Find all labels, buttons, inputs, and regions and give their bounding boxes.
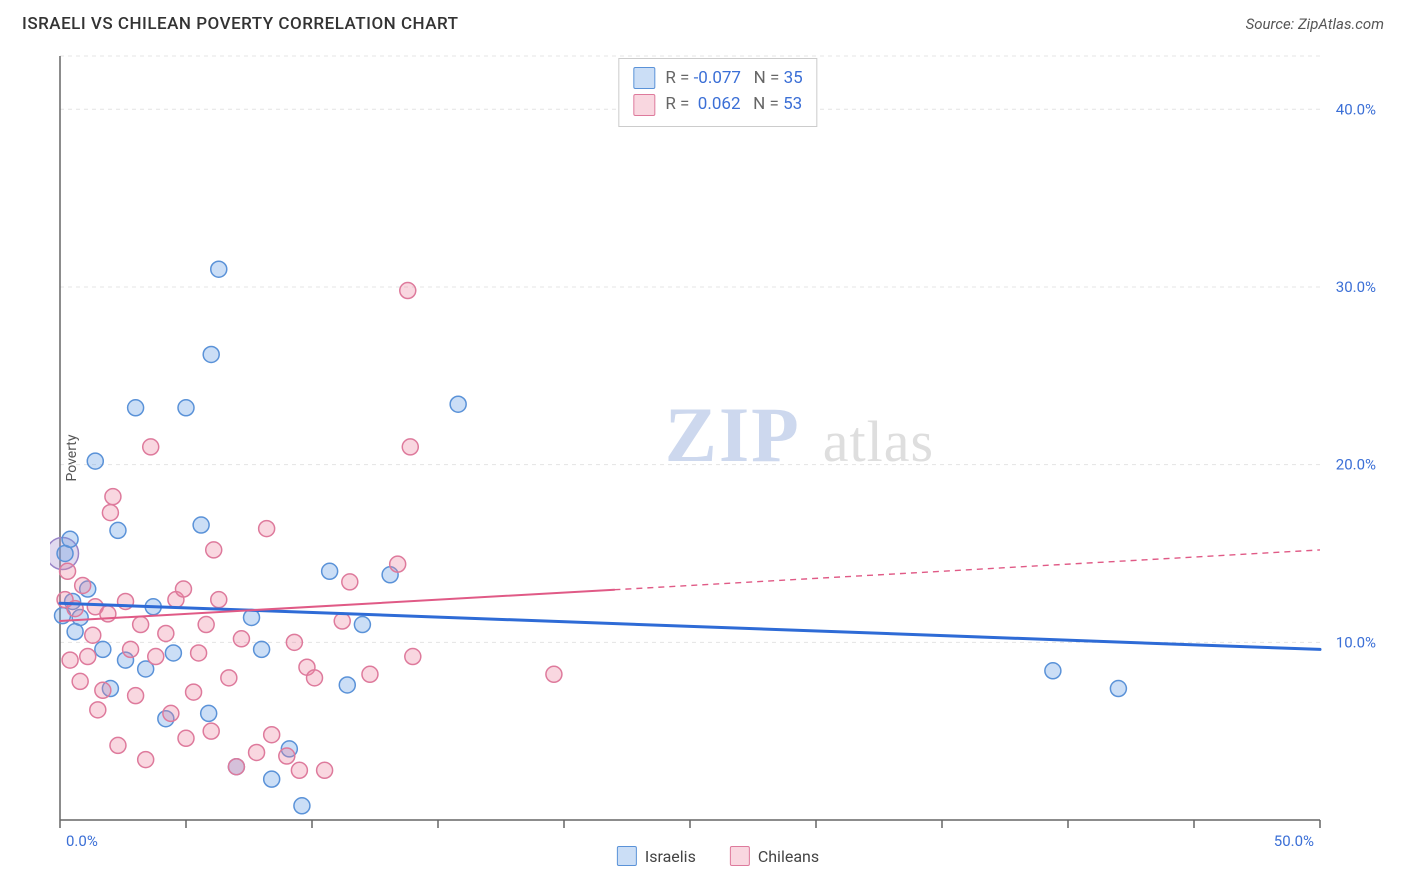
- n-label: N: [753, 94, 765, 114]
- r-value: -0.077: [694, 68, 741, 88]
- y-axis-label: Poverty: [64, 434, 80, 481]
- r-label: R: [665, 94, 675, 114]
- chart-svg: ZIP atlas 0.0% 50.0% 10.0% 20.0% 30.0% 40.0%: [50, 48, 1386, 868]
- swatch-icon: [633, 67, 655, 89]
- svg-text:10.0%: 10.0%: [1336, 633, 1376, 651]
- svg-text:ZIP: ZIP: [665, 391, 801, 478]
- swatch-icon: [617, 846, 637, 866]
- chart-title: ISRAELI VS CHILEAN POVERTY CORRELATION C…: [22, 14, 459, 34]
- svg-text:40.0%: 40.0%: [1336, 100, 1376, 118]
- svg-text:atlas: atlas: [823, 409, 934, 474]
- svg-text:50.0%: 50.0%: [1274, 832, 1314, 850]
- swatch-icon: [730, 846, 750, 866]
- legend-item-israelis: Israelis: [617, 846, 696, 866]
- source-label: Source: ZipAtlas.com: [1246, 15, 1384, 33]
- svg-text:20.0%: 20.0%: [1336, 456, 1376, 474]
- correlation-row-chileans: R = 0.062 N = 53: [633, 91, 802, 117]
- correlation-row-israelis: R = -0.077 N = 35: [633, 65, 802, 91]
- series-legend: Israelis Chileans: [617, 846, 819, 866]
- r-value: 0.062: [698, 94, 741, 114]
- correlation-legend: R = -0.077 N = 35 R = 0.062 N = 53: [618, 58, 817, 127]
- r-label: R: [665, 68, 675, 88]
- n-value: 35: [784, 68, 803, 88]
- n-value: 53: [783, 94, 802, 114]
- svg-text:0.0%: 0.0%: [66, 832, 98, 850]
- plot-area: Poverty ZIP atlas 0.0% 50.0% 10.0% 20.0% 30.0%…: [50, 48, 1386, 868]
- legend-label: Chileans: [758, 847, 819, 866]
- swatch-icon: [633, 94, 655, 116]
- n-label: N: [754, 68, 766, 88]
- legend-label: Israelis: [645, 847, 696, 866]
- svg-text:30.0%: 30.0%: [1336, 278, 1376, 296]
- legend-item-chileans: Chileans: [730, 846, 819, 866]
